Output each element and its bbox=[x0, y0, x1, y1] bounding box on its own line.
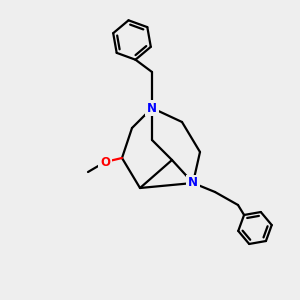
Text: N: N bbox=[188, 176, 198, 190]
Text: O: O bbox=[100, 155, 110, 169]
Text: N: N bbox=[147, 101, 157, 115]
